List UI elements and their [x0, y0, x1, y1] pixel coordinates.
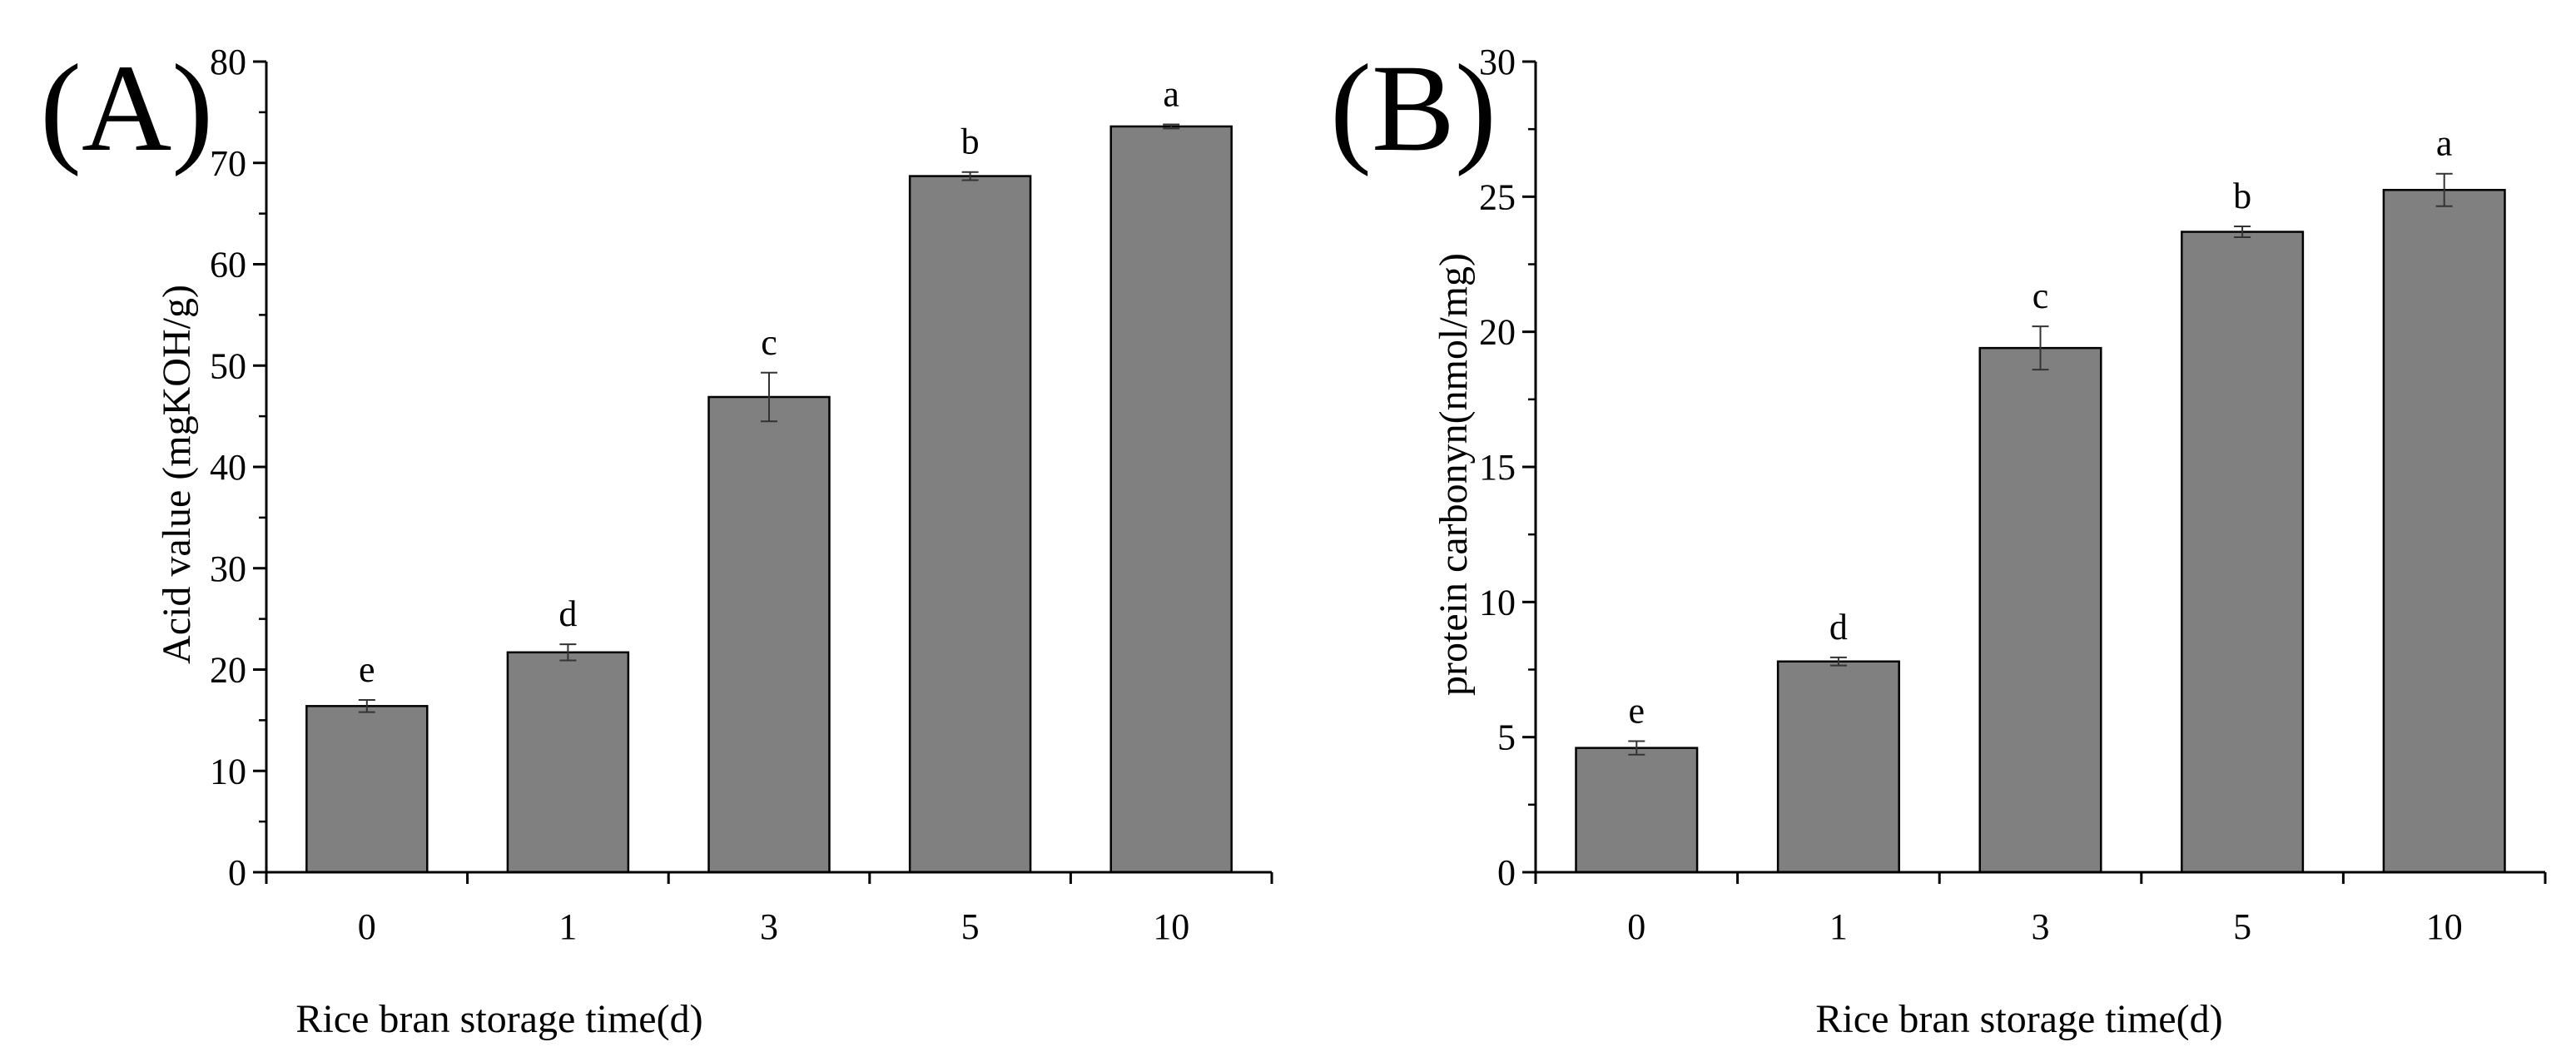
chart-panel-b: (B) e d c b a 0 5 10 15 20 25 30 0 1 3 5 10 Rice bran …	[1330, 39, 2547, 1041]
significance-letter-3: c	[2033, 275, 2049, 316]
bar-1	[506, 651, 630, 874]
bars-group	[1575, 188, 2506, 874]
x-tick-label: 1	[558, 906, 577, 947]
bar-3	[1978, 346, 2102, 874]
x-axis: 0 1 3 5 10	[265, 871, 1273, 947]
y-tick-label: 70	[210, 143, 246, 184]
bar-0	[305, 705, 429, 874]
significance-letter-3: c	[761, 322, 777, 363]
panel-label: (B)	[1330, 39, 1496, 177]
error-bars-group	[1628, 172, 2453, 756]
y-axis-title: protein carbonyn(nmol/mg)	[1432, 253, 1476, 696]
significance-letter-10: a	[1163, 73, 1179, 114]
x-axis-title: Rice bran storage time(d)	[1815, 997, 2222, 1041]
y-tick-label: 30	[1479, 42, 1516, 82]
x-axis: 0 1 3 5 10	[1534, 871, 2547, 947]
y-tick-label: 25	[1479, 176, 1516, 217]
y-tick-label: 40	[210, 447, 246, 488]
x-tick-label: 0	[358, 906, 376, 947]
significance-letter-0: e	[359, 649, 375, 690]
significance-letter-1: d	[1829, 607, 1848, 648]
y-tick-label: 15	[1479, 447, 1516, 488]
significance-letter-5: b	[961, 122, 980, 162]
significance-letter-5: b	[2233, 176, 2251, 216]
y-axis: 0 10 20 30 40 50 60 70 80	[210, 42, 268, 893]
y-tick-label: 80	[210, 42, 246, 82]
y-tick-label: 60	[210, 245, 246, 285]
bars-group	[305, 125, 1233, 874]
bar-1	[1776, 660, 1900, 874]
y-tick-label: 30	[210, 548, 246, 589]
bar-10	[2382, 188, 2506, 874]
y-tick-label: 50	[210, 345, 246, 386]
y-tick-label: 10	[210, 751, 246, 792]
y-axis: 0 5 10 15 20 25 30	[1479, 42, 1537, 893]
significance-letter-0: e	[1629, 691, 1645, 732]
error-bars-group	[358, 123, 1180, 713]
y-tick-label: 5	[1497, 717, 1516, 758]
y-tick-label: 20	[1479, 312, 1516, 353]
bar-5	[2181, 231, 2305, 874]
y-axis-title: Acid value (mgKOH/g)	[155, 285, 199, 664]
significance-letters-group: e d c b a	[1629, 123, 2453, 732]
bar-3	[707, 395, 831, 874]
bar-0	[1575, 747, 1699, 874]
significance-letter-1: d	[558, 593, 577, 634]
bar-10	[1109, 125, 1233, 874]
chart-panel-a: (A) e d c b a 0 10 20 30 40 50 60 70 80 0 1 3 5 10 Rice …	[40, 39, 1273, 1041]
x-tick-label: 5	[2233, 906, 2251, 947]
x-tick-label: 10	[1153, 906, 1189, 947]
x-tick-label: 5	[961, 906, 980, 947]
significance-letter-10: a	[2436, 123, 2453, 164]
y-tick-label: 0	[228, 852, 246, 893]
y-tick-label: 0	[1497, 852, 1516, 893]
x-axis-title: Rice bran storage time(d)	[295, 997, 702, 1041]
x-tick-label: 3	[2032, 906, 2050, 947]
significance-letters-group: e d c b a	[359, 73, 1179, 690]
panel-label: (A)	[40, 39, 213, 177]
x-tick-label: 1	[1829, 906, 1848, 947]
y-tick-label: 10	[1479, 582, 1516, 623]
x-tick-label: 10	[2426, 906, 2463, 947]
x-tick-label: 0	[1627, 906, 1645, 947]
bar-5	[908, 175, 1032, 874]
x-tick-label: 3	[760, 906, 778, 947]
y-tick-label: 20	[210, 650, 246, 691]
